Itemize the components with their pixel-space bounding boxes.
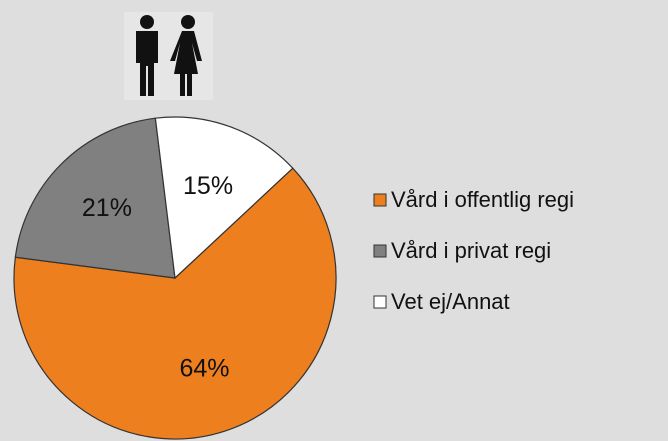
pie-slice [13,167,337,440]
pie-slice [14,117,176,279]
legend: Vård i offentlig regi Vård i privat regi V… [373,187,574,314]
legend-swatch [373,244,387,258]
data-label: 15% [183,172,233,200]
data-label: 64% [180,355,230,383]
pie: 64% 21% 15% [13,116,337,440]
legend-label: Vård i privat regi [391,238,551,263]
people-icon [124,12,213,100]
legend-label: Vet ej/Annat [391,289,510,314]
data-label: 21% [82,194,132,222]
pie-slice [154,116,294,280]
legend-label: Vård i offentlig regi [391,187,574,212]
legend-swatch [373,295,387,309]
legend-swatch [373,193,387,207]
